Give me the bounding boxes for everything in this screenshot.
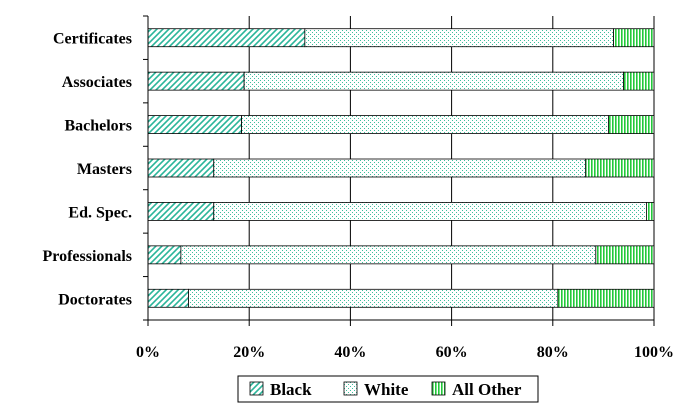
bar-segment-black [147,71,245,91]
bar-segment-black [147,288,189,308]
x-tick-label: 80% [537,344,569,361]
bar-segment-all-other [557,288,655,308]
x-tick-label: 60% [436,344,468,361]
bar-segment-all-other [595,245,655,265]
category-label: Certificates [53,31,132,48]
bar-segment-black [147,245,182,265]
bar-segment-white [243,71,625,91]
bar-segment-all-other [585,158,655,178]
x-tick-label: 100% [634,344,674,361]
legend-swatch [343,381,358,396]
legend-label: White [364,380,409,399]
category-label: Professionals [43,248,132,265]
bar-segment-all-other [623,71,655,91]
bar-segment-white [213,202,647,221]
category-label: Associates [62,74,132,91]
x-tick-label: 40% [334,344,366,361]
legend-swatch [249,381,264,396]
bar-segment-black [147,115,243,134]
category-label: Doctorates [58,291,132,308]
bar-segment-white [213,158,587,178]
x-tick-label: 20% [233,344,265,361]
bar-segment-white [241,115,609,134]
bar-segment-white [304,28,614,48]
bar-segment-black [147,158,215,178]
legend-label: All Other [452,380,522,399]
bar-segment-all-other [608,115,655,134]
labels: 0% 20% 40% 60% 80% 100% Certificates Associates… [43,31,674,361]
bar-segment-all-other [613,28,655,48]
legend-swatch [431,381,446,396]
legend: Black White All Other [237,375,539,403]
axes [143,15,655,326]
x-tick-label: 0% [136,344,160,361]
legend-label: Black [270,380,312,399]
bar-segment-black [147,202,215,221]
legend-box [237,375,539,403]
bar-segment-black [147,28,306,48]
bar-segment-all-other [646,202,655,221]
category-label: Masters [77,161,132,178]
category-label: Ed. Spec. [68,204,132,221]
bar-segment-white [180,245,597,265]
bar-segment-white [188,288,559,308]
category-label: Bachelors [64,118,132,135]
bars [147,28,655,308]
